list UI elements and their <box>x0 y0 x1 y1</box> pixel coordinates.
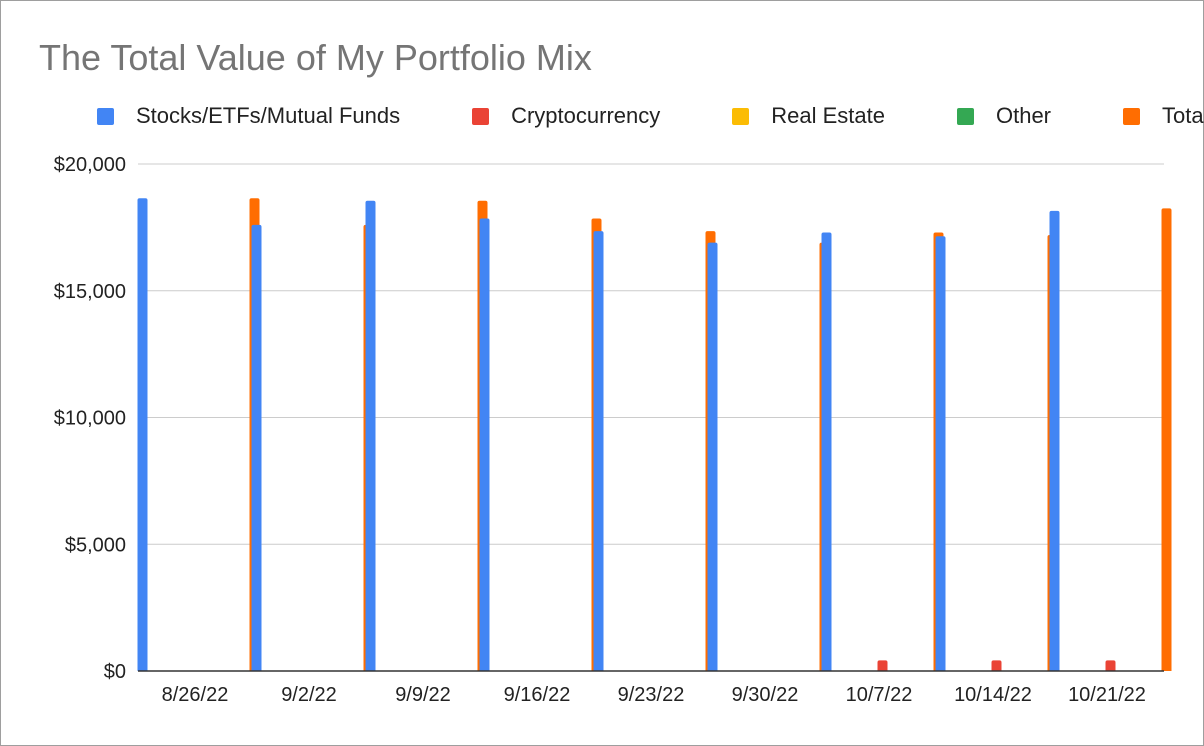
legend-swatch <box>472 107 490 125</box>
chart-legend: Stocks/ETFs/Mutual Funds Cryptocurrency Re… <box>97 103 1204 129</box>
legend-label: Cryptocurrency <box>511 103 661 128</box>
bar <box>877 660 888 671</box>
bar <box>251 224 262 671</box>
bar <box>821 232 832 671</box>
y-tick-label: $0 <box>104 661 126 683</box>
bar <box>991 660 1002 671</box>
legend-item: Stocks/ETFs/Mutual Funds <box>97 103 400 129</box>
bar <box>1105 660 1116 671</box>
legend-item: Real Estate <box>732 103 885 129</box>
legend-label: Other <box>995 103 1052 128</box>
bar <box>1049 210 1060 671</box>
y-tick-label: $5,000 <box>65 534 126 556</box>
legend-label: Real Estate <box>771 103 885 128</box>
legend-item: Other <box>956 103 1052 129</box>
legend-item: Total <box>1123 103 1204 129</box>
bar <box>137 198 148 671</box>
y-tick-label: $15,000 <box>54 281 126 303</box>
legend-swatch <box>732 107 750 125</box>
legend-label: Total <box>1162 103 1204 128</box>
x-tick-label: 8/26/22 <box>162 684 229 706</box>
legend-label: Stocks/ETFs/Mutual Funds <box>136 103 401 128</box>
bar <box>365 200 376 671</box>
legend-swatch <box>956 107 974 125</box>
x-tick-label: 10/21/22 <box>1068 684 1146 706</box>
legend-item: Cryptocurrency <box>472 103 660 129</box>
bar <box>593 231 604 672</box>
x-tick-label: 10/14/22 <box>954 684 1032 706</box>
legend-swatch <box>97 107 114 125</box>
x-tick-label: 9/2/22 <box>281 684 337 706</box>
bar <box>1161 208 1172 672</box>
bar <box>935 236 946 671</box>
bar <box>707 242 718 671</box>
y-tick-label: $20,000 <box>54 154 126 176</box>
y-tick-label: $10,000 <box>54 408 126 430</box>
x-tick-label: 9/30/22 <box>732 684 799 706</box>
x-tick-label: 10/7/22 <box>846 684 913 706</box>
bar <box>479 218 490 671</box>
x-tick-label: 9/9/22 <box>395 684 451 706</box>
x-tick-label: 9/16/22 <box>504 684 571 706</box>
chart-title: The Total Value of My Portfolio Mix <box>39 37 592 78</box>
legend-swatch <box>1123 107 1141 125</box>
x-tick-label: 9/23/22 <box>618 684 685 706</box>
